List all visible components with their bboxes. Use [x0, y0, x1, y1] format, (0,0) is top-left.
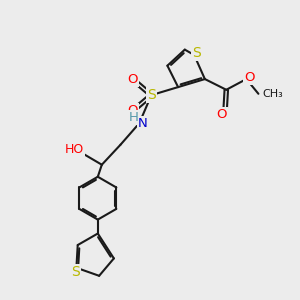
- Text: CH₃: CH₃: [262, 89, 283, 99]
- Text: HO: HO: [64, 143, 84, 156]
- Text: H: H: [128, 111, 138, 124]
- Text: N: N: [138, 117, 147, 130]
- Text: O: O: [217, 108, 227, 121]
- Text: O: O: [244, 71, 254, 84]
- Text: S: S: [193, 46, 201, 60]
- Text: O: O: [128, 104, 138, 117]
- Text: O: O: [128, 73, 138, 86]
- Text: S: S: [147, 88, 156, 102]
- Text: S: S: [71, 265, 80, 279]
